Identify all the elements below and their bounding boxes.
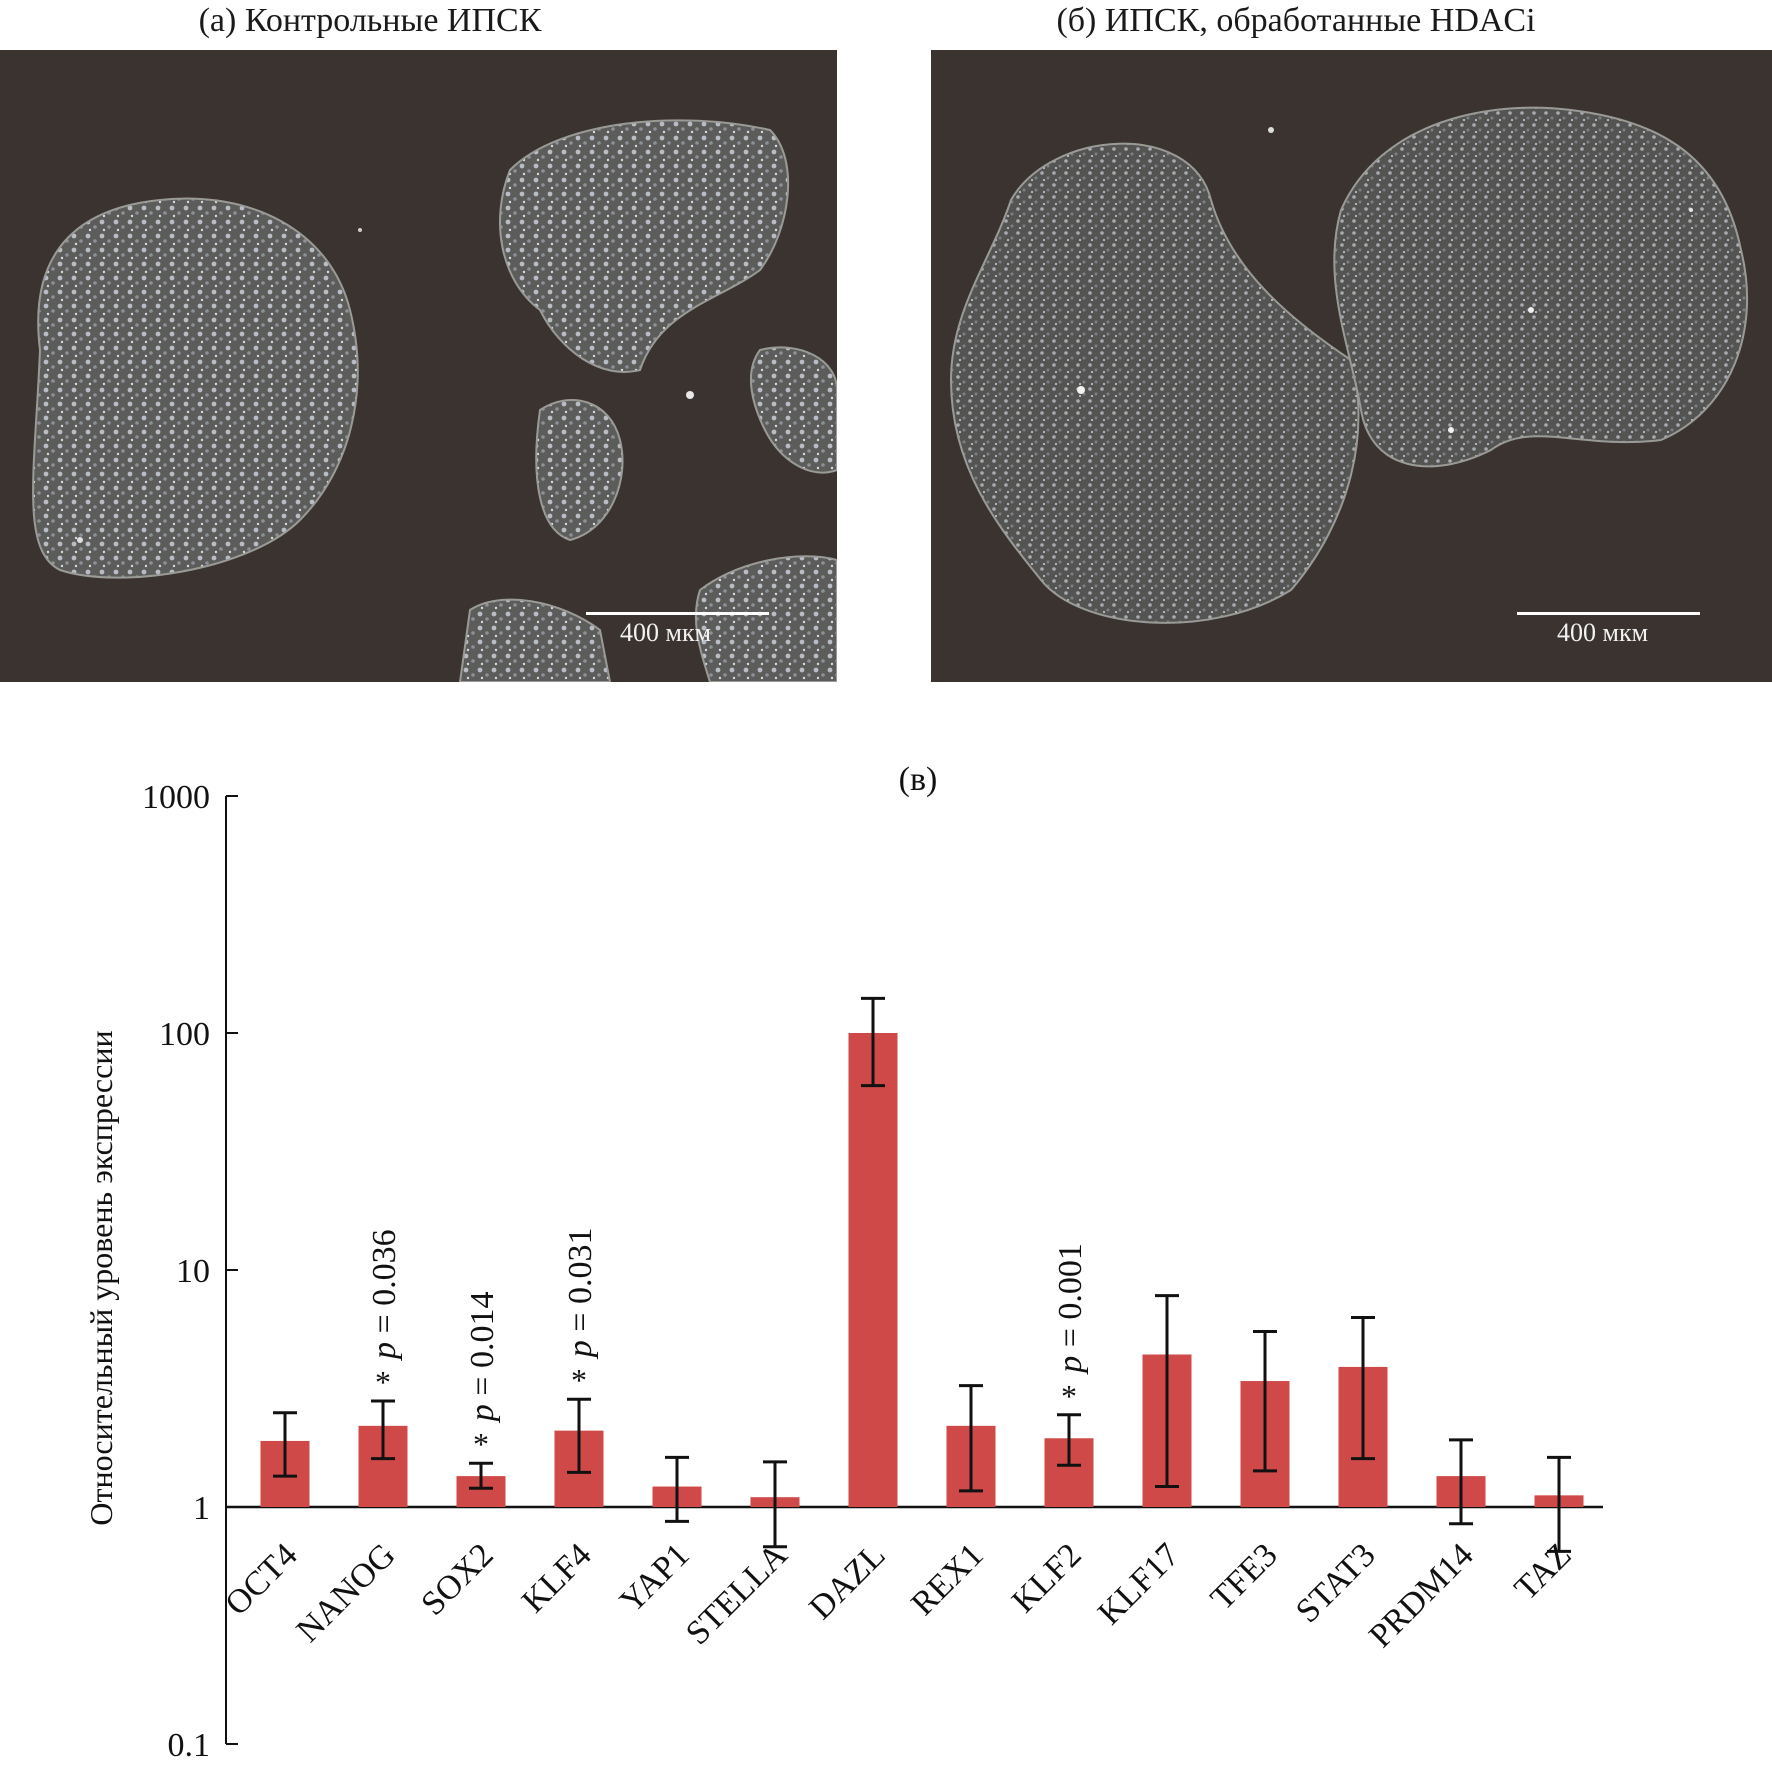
x-tick-label-taz: TAZ (1508, 1536, 1579, 1607)
error-bar-tfe3 (1253, 1330, 1277, 1473)
p-value-annotation: p = 0.014 (464, 1292, 501, 1424)
x-tick-label-nanog: NANOG (290, 1536, 403, 1649)
significance-star: * (375, 1364, 391, 1400)
scale-bar-label-a: 400 мкм (620, 618, 712, 647)
significance-star: * (571, 1362, 587, 1398)
error-bar-dazl (861, 996, 885, 1088)
panel-b-title: (б) ИПСК, обработанные HDACi (1056, 2, 1536, 39)
error-bar-yap1 (665, 1455, 689, 1523)
y-axis-label: Относительный уровень экспрессии (83, 1030, 119, 1525)
error-bar-nanog (371, 1399, 395, 1461)
x-tick-label-klf4: KLF4 (515, 1536, 599, 1620)
significance-star: * (1061, 1378, 1077, 1414)
y-tick-label: 1 (193, 1490, 210, 1527)
x-tick-label-rex1: REX1 (904, 1536, 990, 1622)
micrograph-control-ipsc: 400 мкм (0, 50, 837, 682)
x-tick-label-tfe3: TFE3 (1204, 1536, 1285, 1617)
error-bar-klf17 (1155, 1294, 1179, 1489)
bar-dazl (848, 1033, 898, 1507)
micrograph-hdaci-ipsc: 400 мкм (931, 50, 1772, 682)
panel-a-title: (а) Контрольные ИПСК (198, 2, 542, 39)
x-tick-label-dazl: DAZL (802, 1536, 892, 1626)
x-tick-label-stella: STELLA (679, 1536, 795, 1652)
y-tick-label: 100 (159, 1016, 210, 1053)
error-bar-oct4 (273, 1411, 297, 1478)
p-value-annotation: p = 0.031 (562, 1228, 599, 1360)
error-bar-klf2 (1057, 1413, 1081, 1467)
x-tick-label-stat3: STAT3 (1289, 1536, 1383, 1630)
x-tick-label-oct4: OCT4 (218, 1536, 304, 1622)
error-bar-klf4 (567, 1397, 591, 1474)
chart-title: (в) (899, 761, 938, 798)
y-tick-label: 0.1 (168, 1727, 211, 1764)
y-tick-label: 1000 (142, 779, 210, 816)
x-tick-label-klf2: KLF2 (1005, 1536, 1089, 1620)
error-bar-stella (763, 1460, 787, 1549)
error-bar-rex1 (959, 1384, 983, 1493)
error-bar-taz (1547, 1455, 1571, 1553)
x-tick-label-yap1: YAP1 (613, 1536, 697, 1620)
expression-bar-chart: (в) Относительный уровень экспрессии 100… (83, 761, 1603, 1764)
p-value-annotation: p = 0.036 (366, 1229, 403, 1361)
error-bar-prdm14 (1449, 1438, 1473, 1526)
error-bar-sox2 (469, 1461, 493, 1490)
x-tick-label-klf17: KLF17 (1091, 1536, 1187, 1632)
x-tick-label-prdm14: PRDM14 (1362, 1536, 1480, 1654)
p-value-annotation: p = 0.001 (1052, 1243, 1089, 1375)
x-tick-label-sox2: SOX2 (414, 1536, 500, 1622)
significance-star: * (473, 1426, 489, 1462)
scale-bar-label-b: 400 мкм (1557, 618, 1649, 647)
y-tick-label: 10 (176, 1253, 210, 1290)
error-bar-stat3 (1351, 1316, 1375, 1461)
